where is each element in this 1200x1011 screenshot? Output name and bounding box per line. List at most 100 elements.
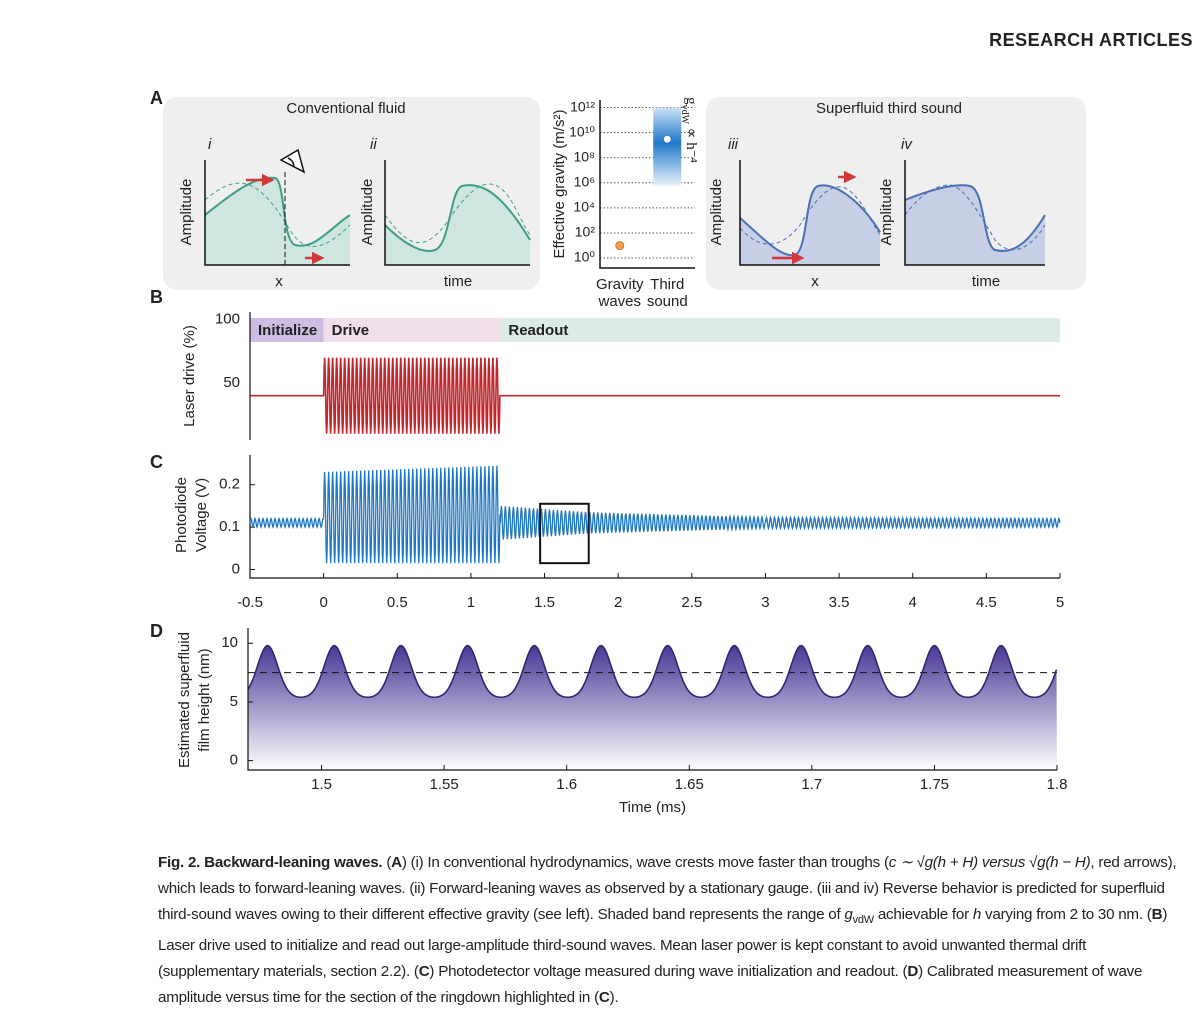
y-tick-label: 0 — [232, 560, 240, 577]
wave — [384, 184, 531, 252]
subplot-label: iii — [728, 136, 739, 153]
x-tick-label: 1.6 — [556, 776, 577, 793]
eye-icon — [279, 148, 306, 174]
range-band — [653, 107, 682, 186]
phase-label: Readout — [508, 322, 568, 339]
x-axis-label: x — [811, 273, 819, 290]
axes — [247, 628, 1057, 771]
x-tick-label: 1.65 — [675, 776, 704, 793]
x-tick-label: 1.7 — [801, 776, 822, 793]
figure: RESEARCH ARTICLES A Conventional fluid S… — [150, 30, 1193, 816]
subplot-label: i — [208, 136, 212, 153]
x-tick-label: 1.55 — [430, 776, 459, 793]
subplot-label: ii — [370, 136, 377, 153]
y-tick-label: 10⁰ — [574, 249, 596, 265]
y-tick-label: 100 — [215, 311, 240, 328]
caption-run: ) Calibrated measurement of wave amplitu… — [158, 963, 1143, 1007]
wave-reference — [204, 182, 351, 247]
caption-run: ). — [609, 989, 619, 1007]
y-tick-label: 10⁴ — [573, 199, 595, 215]
subplot-label: iv — [901, 136, 913, 153]
phase-label: Drive — [332, 322, 370, 339]
signal — [249, 516, 325, 529]
caption-run: ) (i) In conventional hydrodynamics, wav… — [401, 854, 889, 871]
y-axis-label: Voltage (V) — [193, 478, 210, 552]
annotation-part: ∝ h⁻⁴ — [683, 124, 699, 163]
header: RESEARCH ARTICLES — [989, 30, 1193, 50]
y-tick-label: 10² — [575, 224, 596, 240]
y-tick-label: 10⁸ — [574, 148, 596, 164]
x-axis-label: time — [444, 273, 472, 290]
axes — [599, 100, 695, 269]
point — [615, 241, 625, 251]
wave — [739, 184, 881, 257]
x-tick-label: 1.5 — [311, 776, 332, 793]
signal — [322, 465, 501, 564]
x-tick-label: 5 — [1056, 594, 1064, 611]
x-axis-label: Time (ms) — [619, 799, 686, 816]
caption-run: ( — [382, 854, 392, 871]
caption-run: C — [598, 989, 610, 1007]
y-tick-label: 10 — [221, 634, 238, 651]
caption-run: vdW — [852, 914, 875, 927]
signal — [764, 515, 1061, 531]
y-axis-label: film height (nm) — [196, 648, 213, 751]
annotation-part: vdW — [679, 105, 690, 125]
signal — [499, 505, 590, 540]
caption-run: achievable for — [873, 906, 973, 923]
axes — [384, 160, 530, 266]
phase-bar — [323, 318, 501, 342]
caption-run: , red arrows), which leads to forward-le… — [158, 854, 1177, 923]
axes — [249, 455, 1060, 579]
caption-run: D — [907, 963, 919, 981]
y-tick-label: 50 — [223, 374, 240, 391]
x-tick-label: 1.5 — [534, 594, 555, 611]
caption-run: varying from 2 to 30 nm. ( — [981, 906, 1152, 923]
phase-bar — [500, 318, 1060, 342]
x-tick-label: 0 — [319, 594, 327, 611]
x-axis-label: time — [972, 273, 1000, 290]
x-tick-label: 2.5 — [681, 594, 702, 611]
box-title: Superfluid third sound — [816, 100, 962, 117]
x-tick-label: Gravity waves — [596, 276, 644, 310]
x-tick-label: 4 — [909, 594, 917, 611]
y-tick-label: 10¹² — [570, 98, 595, 114]
caption-run: ) Photodetector voltage measured during … — [429, 963, 908, 981]
x-tick-label: -0.5 — [237, 594, 263, 611]
y-tick-label: 0 — [230, 752, 238, 769]
x-tick-label: 3.5 — [829, 594, 850, 611]
y-tick-label: 0.1 — [219, 518, 240, 535]
panel-label: A — [150, 88, 163, 108]
caption: Fig. 2. Backward-leaning waves. (A) (i) … — [158, 850, 1188, 1011]
x-tick-label: 4.5 — [976, 594, 997, 611]
y-axis-label: Amplitude — [878, 179, 895, 246]
wave — [204, 176, 351, 247]
point — [662, 134, 672, 144]
panel-label: D — [150, 621, 163, 641]
x-tick-label: 2 — [614, 594, 622, 611]
wave-fill — [740, 185, 880, 265]
annotation-part: g — [683, 97, 699, 105]
wave — [904, 184, 1046, 252]
axes — [904, 160, 1045, 266]
panel-label: B — [150, 287, 163, 307]
caption-run: g — [844, 906, 853, 923]
wave-line — [247, 644, 1058, 699]
axes — [204, 160, 350, 266]
annotation: gvdW ∝ h⁻⁴ — [679, 97, 698, 163]
y-axis-label: Amplitude — [178, 179, 195, 246]
box-title: Conventional fluid — [286, 100, 405, 117]
axes — [739, 160, 880, 266]
phase-label: Initialize — [258, 322, 317, 339]
caption-run: ) Laser drive used to initialize and rea… — [158, 906, 1168, 981]
caption-run: Fig. 2. Backward-leaning waves. — [158, 854, 383, 871]
caption-run: c ∼ √g(h + H) versus √g(h − H) — [888, 854, 1091, 871]
y-tick-label: 10¹⁰ — [569, 123, 595, 139]
wave-reference — [904, 184, 1046, 251]
y-tick-label: 10⁶ — [574, 173, 595, 189]
y-axis-label: Amplitude — [708, 179, 725, 246]
drive-signal — [250, 357, 1060, 434]
y-axis-label: Photodiode — [173, 477, 190, 553]
y-axis-label: Amplitude — [359, 179, 376, 246]
